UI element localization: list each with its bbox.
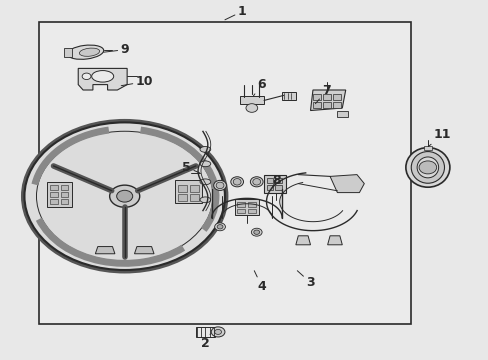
- Circle shape: [418, 161, 436, 174]
- Text: 7: 7: [315, 84, 330, 104]
- Bar: [239, 96, 264, 104]
- Bar: [39, 22, 410, 324]
- Circle shape: [117, 190, 132, 202]
- Ellipse shape: [92, 71, 113, 82]
- Ellipse shape: [253, 230, 259, 234]
- Ellipse shape: [416, 157, 438, 178]
- Text: 4: 4: [254, 271, 265, 293]
- Bar: [337, 111, 347, 117]
- Ellipse shape: [250, 177, 263, 187]
- Bar: [275, 185, 282, 190]
- Bar: [247, 202, 255, 207]
- Text: 8: 8: [271, 174, 280, 189]
- Bar: [234, 199, 259, 215]
- Bar: [332, 102, 340, 108]
- Bar: [237, 209, 244, 213]
- Ellipse shape: [200, 197, 210, 203]
- Bar: [47, 182, 72, 207]
- Circle shape: [214, 329, 221, 334]
- Bar: [266, 185, 273, 190]
- Circle shape: [109, 185, 140, 207]
- Ellipse shape: [410, 152, 444, 183]
- Ellipse shape: [230, 177, 243, 187]
- Ellipse shape: [251, 228, 262, 236]
- Bar: [237, 202, 244, 207]
- Bar: [189, 194, 198, 201]
- Polygon shape: [134, 247, 154, 254]
- Bar: [282, 92, 295, 100]
- Bar: [61, 185, 68, 190]
- Polygon shape: [295, 236, 310, 245]
- Ellipse shape: [217, 225, 223, 229]
- Text: 9: 9: [103, 43, 129, 56]
- Text: 6: 6: [253, 78, 265, 96]
- Polygon shape: [329, 175, 364, 193]
- Bar: [323, 102, 330, 108]
- Bar: [50, 199, 58, 204]
- Ellipse shape: [79, 48, 100, 56]
- Bar: [189, 185, 198, 192]
- Bar: [61, 192, 68, 197]
- Bar: [313, 102, 321, 108]
- Polygon shape: [327, 236, 342, 245]
- Bar: [247, 209, 255, 213]
- Ellipse shape: [67, 45, 103, 59]
- Ellipse shape: [214, 223, 225, 231]
- Ellipse shape: [200, 161, 210, 167]
- Bar: [275, 178, 282, 183]
- Ellipse shape: [233, 179, 241, 185]
- Text: 11: 11: [427, 129, 450, 147]
- Bar: [178, 185, 186, 192]
- Bar: [332, 94, 340, 100]
- Text: 10: 10: [121, 75, 153, 88]
- Polygon shape: [78, 68, 127, 90]
- Text: 1: 1: [224, 5, 246, 20]
- Text: 3: 3: [297, 271, 314, 289]
- Bar: [423, 146, 431, 150]
- Polygon shape: [95, 247, 115, 254]
- Bar: [50, 185, 58, 190]
- Bar: [323, 94, 330, 100]
- Text: 2: 2: [201, 334, 210, 350]
- Bar: [50, 192, 58, 197]
- Text: 5: 5: [182, 161, 199, 174]
- Ellipse shape: [216, 182, 224, 189]
- Bar: [174, 180, 201, 203]
- Circle shape: [24, 122, 224, 270]
- Circle shape: [245, 104, 257, 112]
- Ellipse shape: [405, 148, 449, 187]
- Bar: [313, 94, 321, 100]
- Circle shape: [211, 327, 224, 337]
- Bar: [178, 194, 186, 201]
- Ellipse shape: [200, 179, 210, 185]
- Ellipse shape: [252, 179, 260, 185]
- Bar: [264, 175, 285, 193]
- Bar: [266, 178, 273, 183]
- Circle shape: [82, 73, 91, 80]
- Polygon shape: [310, 90, 345, 111]
- Bar: [63, 48, 72, 57]
- Ellipse shape: [213, 180, 226, 190]
- Ellipse shape: [200, 147, 210, 152]
- Bar: [61, 199, 68, 204]
- Bar: [195, 327, 215, 337]
